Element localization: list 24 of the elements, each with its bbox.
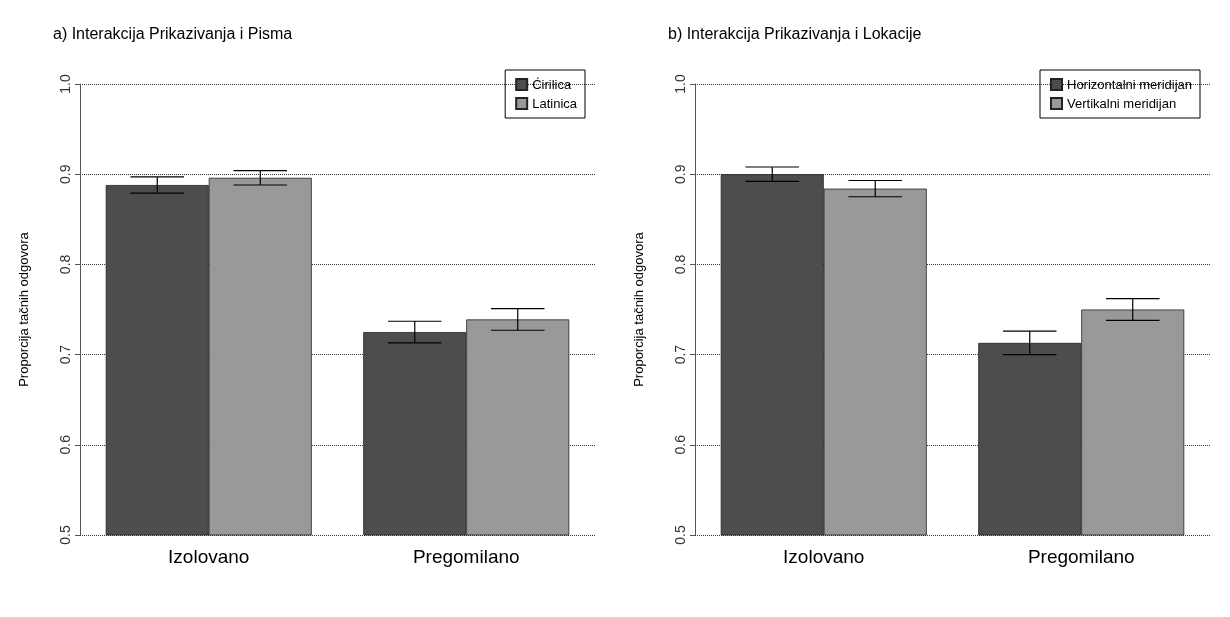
y-tick-label: 0.9	[57, 164, 73, 184]
y-tick-label: 1.0	[57, 74, 73, 94]
x-tick-label: Pregomilano	[412, 546, 520, 567]
x-tick-label: Pregomilano	[1027, 546, 1135, 567]
y-tick-label: 0.9	[672, 164, 688, 184]
y-tick-label: 0.7	[672, 344, 688, 365]
y-tick-label: 1.0	[672, 74, 688, 94]
y-axis-title: Proporcija tačnih odgovora	[16, 231, 31, 387]
y-tick-label: 0.7	[57, 344, 73, 365]
y-tick-label: 0.5	[672, 525, 688, 545]
legend-label: Vertikalni meridijan	[1067, 96, 1177, 111]
y-tick-label: 0.6	[672, 434, 688, 455]
chart-title: b) Interakcija Prikazivanja i Lokacije	[668, 24, 922, 42]
y-tick-label: 0.5	[57, 525, 73, 545]
y-axis-title: Proporcija tačnih odgovora	[631, 231, 646, 387]
chart-title: a) Interakcija Prikazivanja i Pisma	[53, 24, 293, 42]
y-tick-label: 0.6	[57, 434, 73, 455]
legend-label: Horizontalni meridijan	[1067, 77, 1192, 92]
y-tick-label: 0.8	[672, 254, 688, 275]
legend-label: Ćirilica	[532, 77, 572, 92]
legend-label: Latinica	[532, 96, 578, 111]
x-tick-label: Izolovano	[168, 546, 250, 567]
x-tick-label: Izolovano	[783, 546, 865, 567]
y-tick-label: 0.8	[57, 254, 73, 275]
